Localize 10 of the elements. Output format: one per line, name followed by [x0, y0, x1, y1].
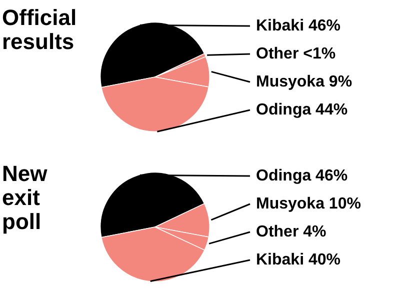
slice-label: Other 4% [256, 223, 326, 240]
slice-label: Musyoka 10% [256, 195, 361, 212]
slice-label: Musyoka 9% [256, 73, 352, 90]
slice-label: Odinga 44% [256, 101, 348, 118]
slice-label: Kibaki 46% [256, 17, 340, 34]
text: New exit poll [2, 161, 48, 234]
chart-title: Official results [2, 5, 78, 54]
slice-label: Other <1% [256, 45, 336, 62]
slice-label: Odinga 46% [256, 167, 348, 184]
slice-label: Kibaki 40% [256, 251, 340, 268]
